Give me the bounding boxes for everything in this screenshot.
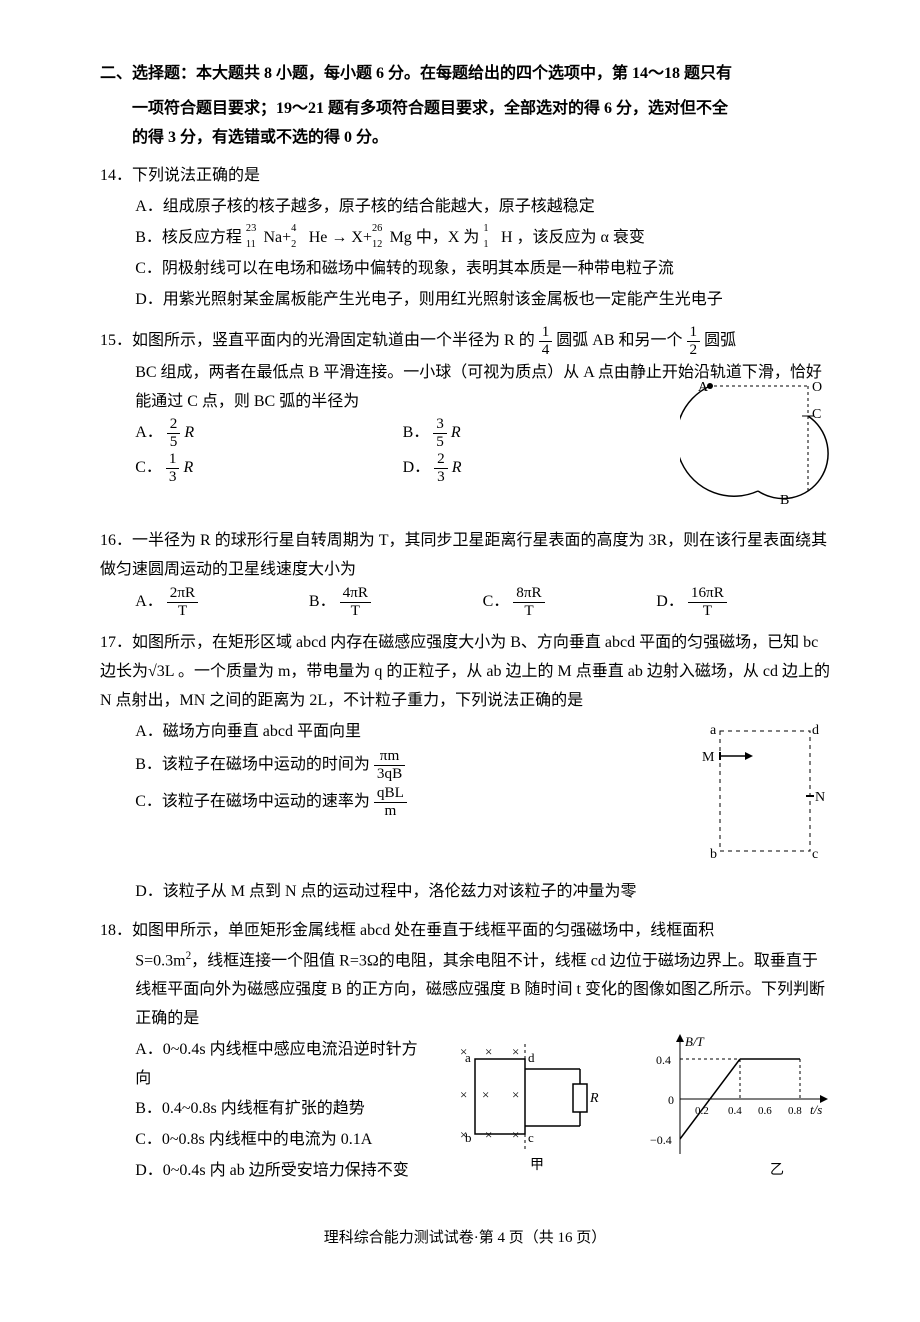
q16-option-d: D． 16πRT [656,585,830,619]
question-17: 17．如图所示，在矩形区域 abcd 内存在磁感应强度大小为 B、方向垂直 ab… [100,629,830,907]
svg-text:0.4: 0.4 [656,1053,671,1067]
svg-text:×: × [460,1087,467,1102]
q15-option-a: A． 25 R [135,416,402,450]
svg-text:t/s: t/s [810,1102,822,1117]
svg-text:a: a [465,1050,471,1065]
q18-figure-yi: B/T t/s 0.4 0 −0.4 0.2 0.4 0.6 0.8 乙 [650,1034,830,1195]
svg-text:0.8: 0.8 [788,1105,802,1117]
page-footer: 理科综合能力测试试卷·第 4 页（共 16 页） [100,1225,830,1252]
q18-yi-svg: B/T t/s 0.4 0 −0.4 0.2 0.4 0.6 0.8 乙 [650,1034,830,1184]
svg-text:×: × [512,1044,519,1059]
nuclide-na: 2311Na [246,224,282,253]
svg-text:0: 0 [668,1093,674,1107]
q14-option-b: B．核反应方程 2311Na+42He → X+2612Mg 中，X 为 11H… [135,224,830,253]
q14-b-pre: B．核反应方程 [135,229,246,246]
svg-text:0.6: 0.6 [758,1105,772,1117]
q14-b-mid: 中，X 为 [416,229,480,246]
q17-svg: a d b c M N [680,716,830,866]
svg-text:×: × [485,1044,492,1059]
q18-option-d: D．0~0.4s 内 ab 边所受安培力保持不变 [135,1157,430,1186]
q16-number: 16． [100,532,132,549]
svg-text:乙: 乙 [770,1162,784,1178]
svg-text:甲: 甲 [530,1158,544,1173]
q18-figure-jia: ××× ××× ××× a d b c R 甲 [440,1034,640,1195]
nuclide-h: 11H [483,224,512,253]
svg-text:M: M [702,750,715,765]
q18-option-c: C．0~0.8s 内线框中的电流为 0.1A [135,1126,430,1155]
section-header-line2: 一项符合题目要求；19～21 题有多项符合题目要求，全部选对的得 6 分，选对但… [100,95,830,124]
q17-option-b: B．该粒子在磁场中运动的时间为 πm3qB [135,748,670,782]
question-15: 15．如图所示，竖直平面内的光滑固定轨道由一个半径为 R 的 14 圆弧 AB … [100,324,830,517]
svg-text:N: N [815,790,825,805]
svg-text:C: C [812,407,821,422]
q15-frac-quarter: 14 [539,324,553,358]
section-header: 二、选择题：本大题共 8 小题，每小题 6 分。在每题给出的四个选项中，第 14… [100,60,830,152]
q18-number: 18． [100,922,132,939]
q17-option-c: C．该粒子在磁场中运动的速率为 qBLm [135,785,670,819]
q15-svg: A O C B [680,376,830,506]
q14-option-d: D．用紫光照射某金属板能产生光电子，则用红光照射该金属板也一定能产生光电子 [135,286,830,315]
nuclide-mg: 2612Mg [372,224,412,253]
svg-text:b: b [465,1130,472,1145]
svg-text:d: d [812,723,819,738]
q15-option-d: D． 23 R [403,451,670,485]
q16-stem: 一半径为 R 的球形行星自转周期为 T，其同步卫星距离行星表面的高度为 3R，则… [100,532,827,578]
q17-sqrt: √3 [148,663,165,680]
q16-option-c: C． 8πRT [483,585,657,619]
q18-stem2-pre: S=0.3m [135,952,185,969]
svg-text:O: O [812,380,822,395]
q15-frac-half: 12 [687,324,701,358]
q15-number: 15． [100,332,132,349]
q17-figure: a d b c M N [680,716,830,877]
q18-jia-svg: ××× ××× ××× a d b c R 甲 [440,1034,640,1184]
q15-stem-post: 圆弧 [704,332,736,349]
svg-text:0.4: 0.4 [728,1105,742,1117]
q14-option-a: A．组成原子核的核子越多，原子核的结合能越大，原子核越稳定 [135,193,830,222]
q14-option-c: C．阴极射线可以在电场和磁场中偏转的现象，表明其本质是一种带电粒子流 [135,255,830,284]
q17-stem-post: L 。一个质量为 m，带电量为 q 的正粒子，从 ab 边上的 M 点垂直 ab… [100,663,830,709]
q15-option-c: C． 13 R [135,451,402,485]
svg-text:c: c [528,1130,534,1145]
svg-text:B: B [780,493,789,506]
svg-text:×: × [512,1087,519,1102]
svg-text:B/T: B/T [685,1034,705,1049]
q15-stem-mid: 圆弧 AB 和另一个 [556,332,682,349]
q17-option-d: D．该粒子从 M 点到 N 点的运动过程中，洛伦兹力对该粒子的冲量为零 [135,878,830,907]
question-16: 16．一半径为 R 的球形行星自转周期为 T，其同步卫星距离行星表面的高度为 3… [100,527,830,619]
section-header-line3: 的得 3 分，有选错或不选的得 0 分。 [100,124,830,153]
question-14: 14．下列说法正确的是 A．组成原子核的核子越多，原子核的结合能越大，原子核越稳… [100,162,830,314]
svg-text:a: a [710,723,717,738]
question-18: 18．如图甲所示，单匝矩形金属线框 abcd 处在垂直于线框平面的匀强磁场中，线… [100,917,830,1194]
q18-option-a: A．0~0.4s 内线框中感应电流沿逆时针方向 [135,1036,430,1094]
q18-stem2-post: ，线框连接一个阻值 R=3Ω的电阻，其余电阻不计，线框 cd 边位于磁场边界上。… [135,952,825,1027]
q15-option-b: B． 35 R [403,416,670,450]
q17-number: 17． [100,634,132,651]
svg-text:c: c [812,847,818,862]
q16-option-b: B． 4πRT [309,585,483,619]
q15-stem-pre: 如图所示，竖直平面内的光滑固定轨道由一个半径为 R 的 [132,332,535,349]
q14-b-post: ，该反应为 α 衰变 [517,229,645,246]
svg-text:−0.4: −0.4 [650,1133,672,1147]
q14-stem: 下列说法正确的是 [132,167,260,184]
nuclide-he: 42He [291,224,327,253]
q15-figure: A O C B [680,376,830,517]
q14-number: 14． [100,167,132,184]
q16-option-a: A． 2πRT [135,585,309,619]
svg-text:b: b [710,847,717,862]
svg-text:R: R [589,1091,599,1106]
q18-option-b: B．0.4~0.8s 内线框有扩张的趋势 [135,1095,430,1124]
q17-option-a: A．磁场方向垂直 abcd 平面向里 [135,718,670,747]
q18-stem1: 如图甲所示，单匝矩形金属线框 abcd 处在垂直于线框平面的匀强磁场中，线框面积 [132,922,714,939]
section-header-line1: 二、选择题：本大题共 8 小题，每小题 6 分。在每题给出的四个选项中，第 14… [100,60,830,89]
svg-text:d: d [528,1050,535,1065]
svg-text:×: × [482,1087,489,1102]
